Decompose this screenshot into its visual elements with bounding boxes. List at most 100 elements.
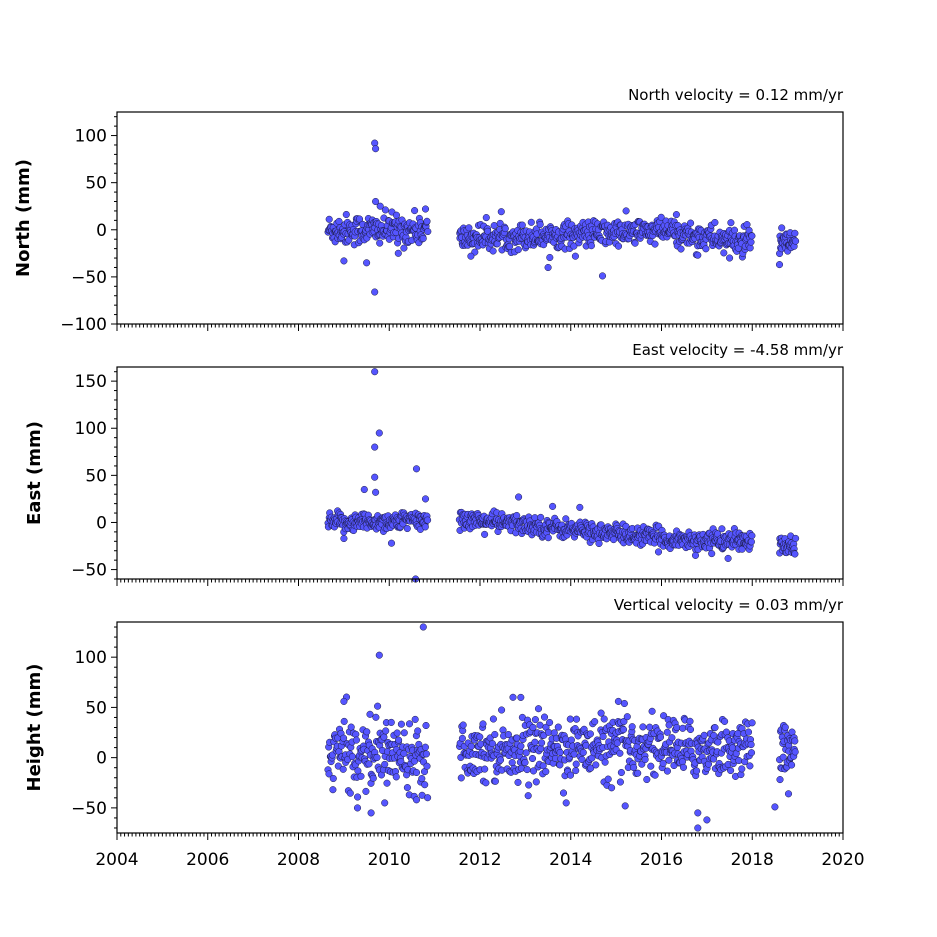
outlier-point [340,257,348,265]
data-point [366,710,374,718]
data-point [654,548,663,556]
data-point [721,717,729,725]
data-point [679,724,687,732]
data-point [616,749,624,757]
x-tick-label: 2020 [821,850,864,870]
data-point [536,220,544,229]
data-point [546,253,554,262]
data-point [380,733,388,741]
data-point [400,244,408,252]
data-point [747,749,756,757]
data-point [620,699,628,708]
data-point [570,750,578,758]
data-point [522,749,530,757]
data-point [747,238,755,246]
data-point [354,793,362,801]
data-point [614,242,623,250]
outlier-point [371,288,379,296]
data-point [491,730,499,739]
data-point [537,513,545,521]
data-point [374,702,382,710]
data-point [491,777,499,785]
data-point [334,762,342,770]
y-tick-label: 0 [96,221,107,241]
outlier-point [372,145,380,153]
data-point [387,718,395,726]
data-point [663,767,671,775]
data-point [730,226,739,234]
data-point [501,225,509,233]
data-point [711,218,719,227]
data-point [727,766,735,775]
outlier-point [353,804,362,812]
data-point [536,721,544,729]
outlier-point [412,796,421,804]
data-point [668,734,676,742]
data-point [639,723,647,731]
y-axis-label: Height (mm) [24,664,45,792]
data-point [727,219,735,227]
data-point [622,207,630,215]
outlier-point [598,272,607,280]
data-point [791,748,799,756]
outlier-point [517,693,525,701]
data-point [686,717,694,725]
data-point [620,717,628,726]
data-point [617,768,625,777]
data-point [538,739,546,747]
points-east [324,368,800,583]
data-point [414,727,422,735]
outlier-point [544,263,552,272]
outlier-point [784,790,793,798]
data-point [579,748,587,757]
data-point [679,763,688,771]
data-point [524,792,532,800]
data-point [513,734,521,742]
data-point [403,784,411,792]
velocity-label: Vertical velocity = 0.03 mm/yr [614,596,844,614]
data-point [546,718,554,727]
x-tick-label: 2006 [186,850,229,870]
data-point [556,761,564,769]
data-point [738,765,746,773]
data-point [529,723,537,732]
outlier-point [360,485,368,494]
panel-north: −100 −50 0 50 100 North (mm) North velocity = … [13,86,844,335]
data-point [570,242,578,250]
data-point [484,227,492,235]
data-point [792,534,800,542]
y-tick-label: 100 [75,419,107,439]
y-tick-label: 50 [85,174,107,194]
data-point [527,218,535,226]
outlier-point [375,651,383,659]
outlier-point [340,697,348,705]
data-point [747,741,755,749]
outlier-point [372,197,380,206]
data-point [544,534,552,542]
data-point [372,713,380,721]
x-tick-label: 2008 [277,850,320,870]
y-tick-label: −100 [60,315,107,335]
data-point [518,221,526,229]
points-vertical [324,623,799,832]
data-point [340,717,348,725]
data-point [412,768,421,777]
y-tick-label: −50 [71,561,107,581]
data-point [393,729,401,737]
outlier-point [515,493,523,501]
data-point [342,210,350,219]
data-point [362,787,370,795]
data-point [631,239,639,247]
data-point [539,762,547,770]
x-tick-label: 2004 [95,850,138,870]
data-point [363,728,371,736]
data-point [481,765,489,773]
data-point [672,211,680,219]
data-point [587,764,595,772]
data-point [457,774,465,782]
data-point [424,516,432,524]
outlier-point [694,809,702,817]
x-tick-label: 2016 [640,850,683,870]
data-point [656,733,665,741]
data-point [791,229,799,237]
